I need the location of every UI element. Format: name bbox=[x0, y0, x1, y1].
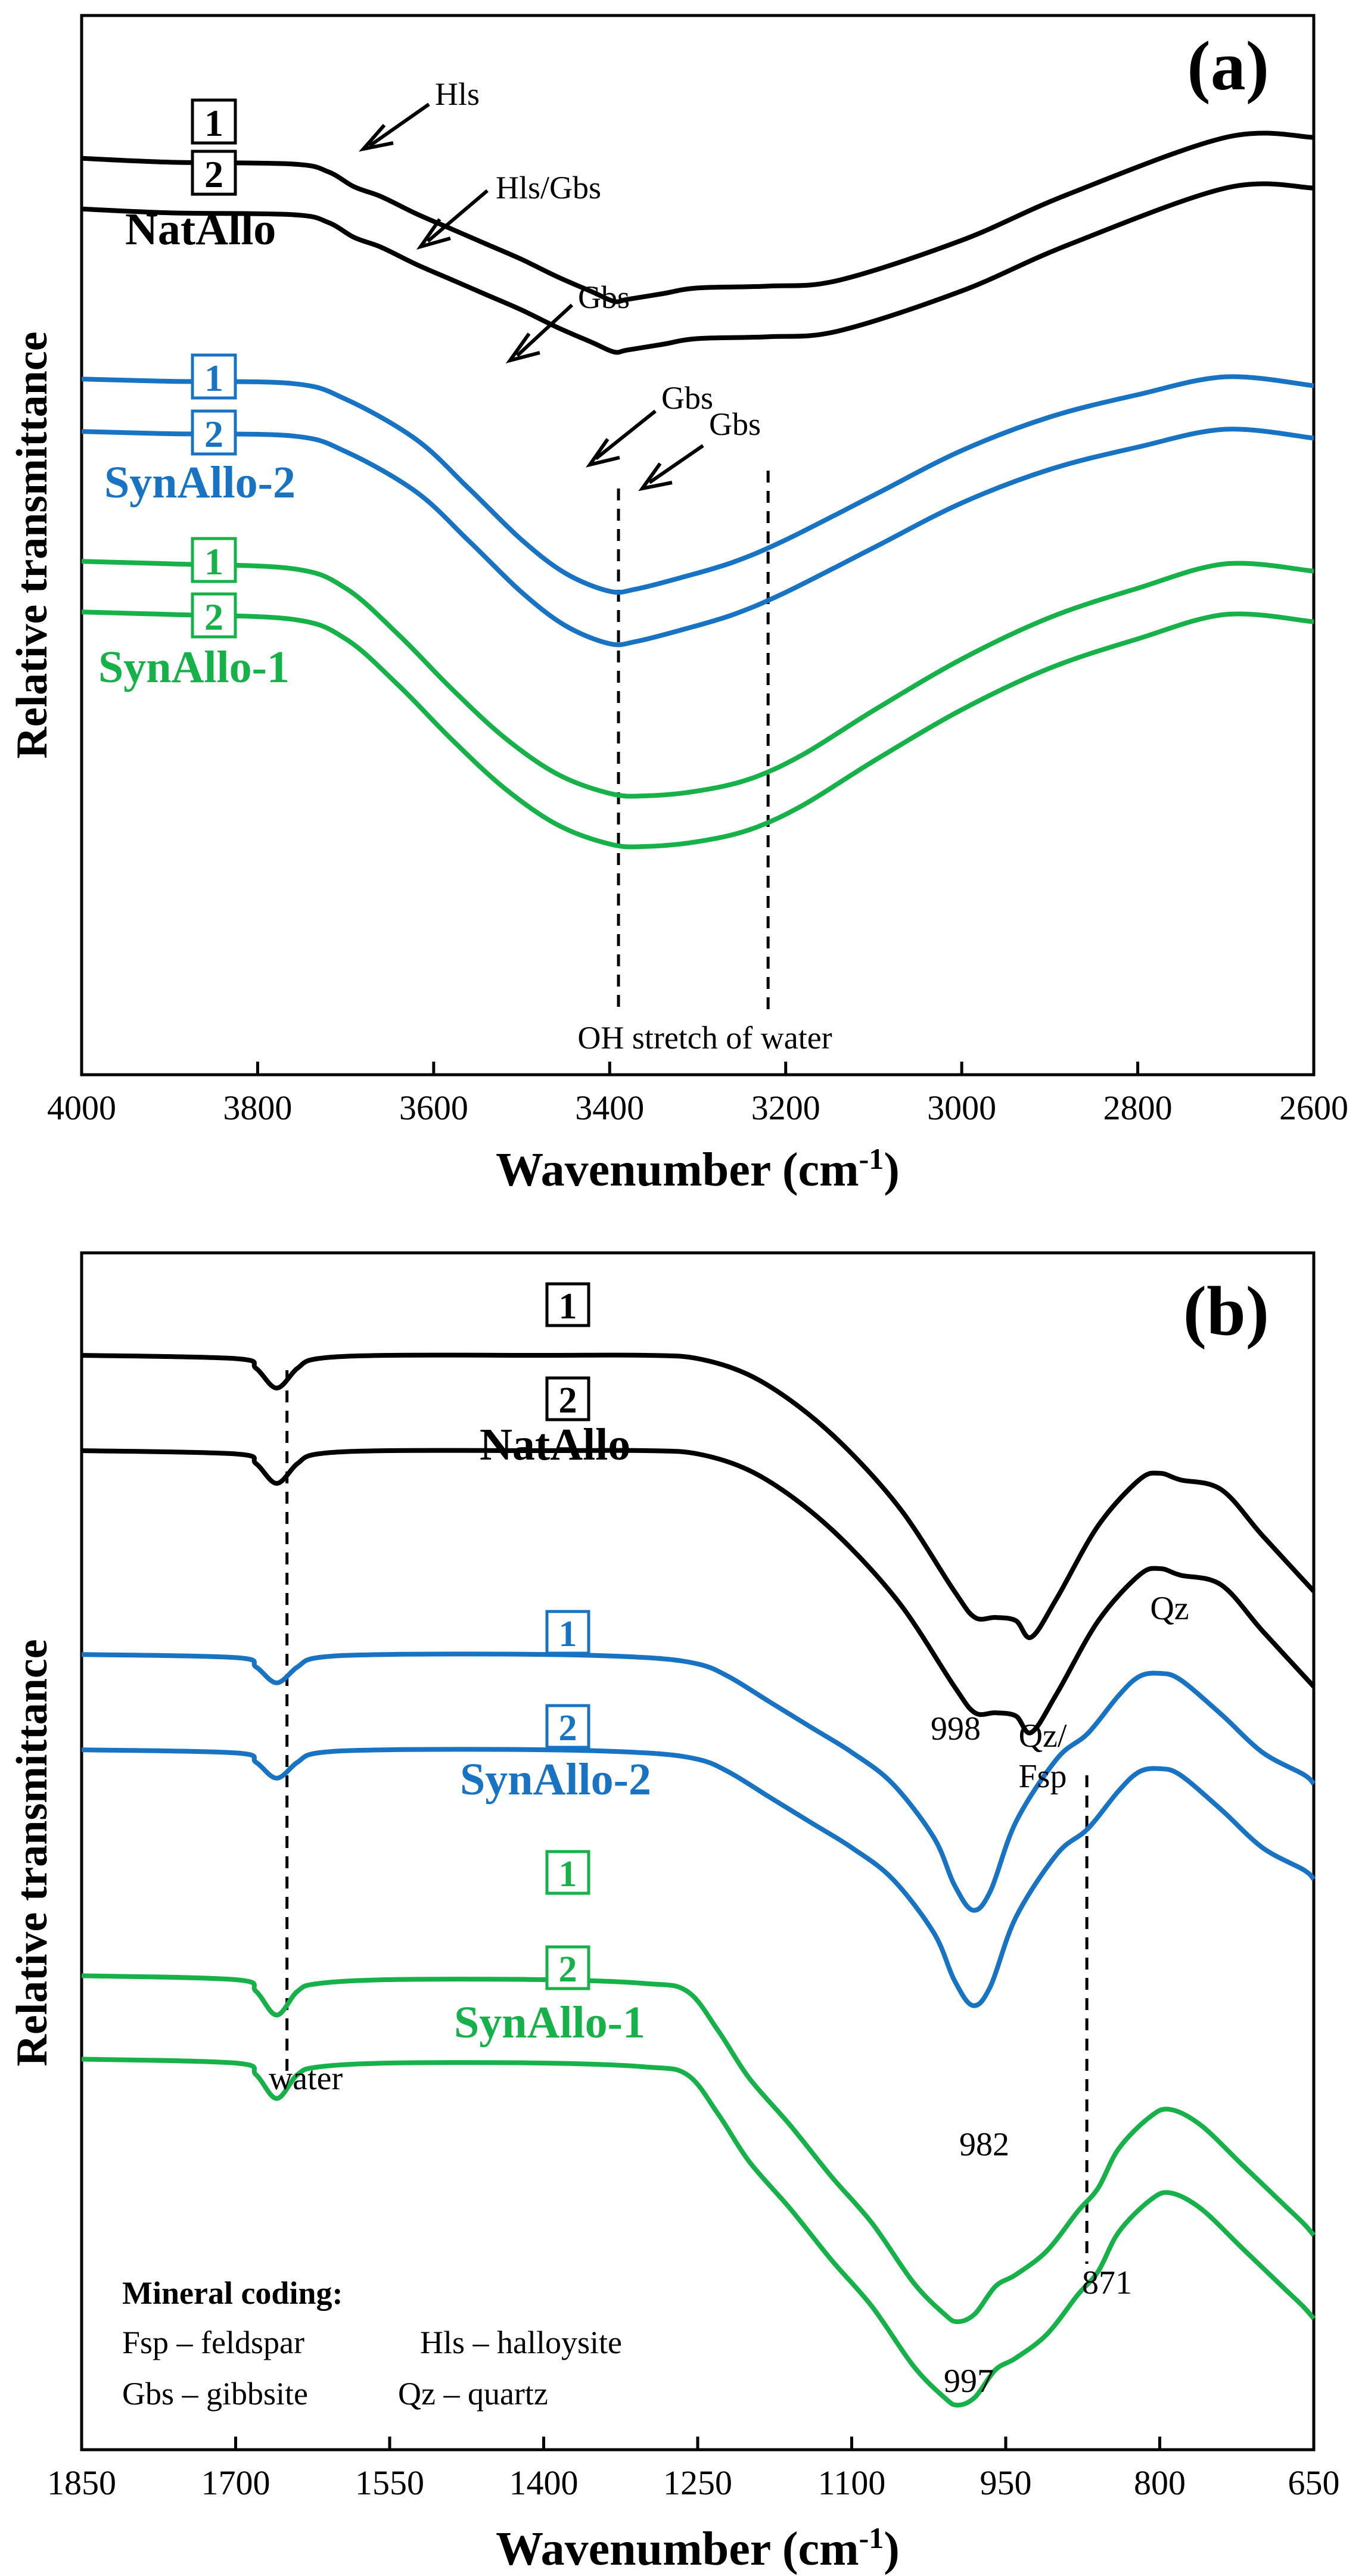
legend-title: Mineral coding: bbox=[122, 2275, 343, 2311]
panel-a-badge-synallo2-2: 2 bbox=[191, 409, 237, 456]
badge-natallo-2: 2 bbox=[204, 153, 223, 195]
annot-oh-stretch: OH stretch of water bbox=[577, 1020, 832, 1056]
badge-b-synallo2-2: 2 bbox=[559, 1708, 577, 1749]
legend-fsp: Fsp – feldspar bbox=[122, 2325, 304, 2360]
panel-a-label: (a) bbox=[1187, 27, 1269, 105]
annot-gbs-1: Gbs bbox=[578, 279, 630, 315]
series-line-synallo-1-2 bbox=[81, 609, 1314, 850]
x-tick-label: 1250 bbox=[663, 2463, 732, 2502]
x-tick-label: 1850 bbox=[47, 2463, 116, 2502]
annot-998: 998 bbox=[931, 1710, 981, 1747]
badge-b-synallo2-1: 1 bbox=[559, 1614, 577, 1654]
panel-a-badge-synallo1-1: 1 bbox=[191, 537, 237, 583]
series-line-natallo-1 bbox=[81, 1352, 1316, 1640]
annot-qz-fsp-2: Fsp bbox=[1019, 1758, 1067, 1795]
annot-water: water bbox=[269, 2060, 343, 2097]
badge-synallo2-2: 2 bbox=[204, 413, 223, 455]
panel-a-badge-natallo-1: 1 bbox=[191, 98, 237, 145]
panel-a-annotations bbox=[358, 102, 704, 491]
x-tick-label: 3400 bbox=[575, 1088, 644, 1127]
badge-synallo1-2: 2 bbox=[204, 596, 223, 638]
badge-synallo1-1: 1 bbox=[204, 540, 223, 583]
panel-b-x-ticks: 1850 1700 1550 1400 1250 1100 950 800 650 bbox=[47, 2437, 1340, 2502]
series-line-natallo-2 bbox=[81, 181, 1314, 355]
badge-b-natallo-1: 1 bbox=[559, 1286, 577, 1327]
panel-b-label-synallo1: SynAllo-1 bbox=[454, 1998, 645, 2048]
badge-natallo-1: 1 bbox=[204, 102, 223, 144]
panel-b-x-axis-title: Wavenumber (cm-1) bbox=[496, 2521, 900, 2575]
annot-hls-gbs: Hls/Gbs bbox=[496, 170, 601, 206]
x-tick-label: 2800 bbox=[1103, 1088, 1173, 1127]
panel-b-badge-synallo2-2: 2 bbox=[545, 1704, 590, 1749]
panel-b: 1850 1700 1550 1400 1250 1100 950 800 650 (b) 1 … bbox=[8, 1251, 1340, 2575]
badge-synallo2-1: 1 bbox=[204, 357, 223, 399]
annot-gbs-2: Gbs bbox=[661, 380, 713, 416]
panel-a-label-synallo2: SynAllo-2 bbox=[104, 458, 296, 508]
x-tick-label: 3200 bbox=[751, 1088, 820, 1127]
legend-hls: Hls – halloysite bbox=[420, 2325, 622, 2360]
panel-a-badge-synallo1-2: 2 bbox=[191, 592, 237, 639]
x-tick-label: 4000 bbox=[47, 1088, 116, 1127]
series-line-natallo-1 bbox=[81, 130, 1314, 304]
panel-b-label-natallo: NatAllo bbox=[480, 1420, 630, 1470]
series-line-synallo-1-1 bbox=[81, 1973, 1316, 2325]
badge-b-synallo1-1: 1 bbox=[559, 1854, 577, 1894]
annot-982: 982 bbox=[959, 2126, 1009, 2163]
panel-b-badge-natallo-1: 1 bbox=[545, 1282, 590, 1327]
mineral-legend: Mineral coding: Fsp – feldspar Hls – hal… bbox=[122, 2275, 622, 2412]
x-tick-label: 3000 bbox=[927, 1088, 996, 1127]
panel-a-label-synallo1: SynAllo-1 bbox=[98, 642, 290, 692]
annot-871: 871 bbox=[1082, 2264, 1132, 2301]
panel-b-series bbox=[81, 1352, 1316, 2408]
panel-a-x-axis-title: Wavenumber (cm-1) bbox=[496, 1142, 900, 1196]
panel-a-badge-natallo-2: 2 bbox=[191, 150, 237, 196]
badge-b-synallo1-2: 2 bbox=[559, 1949, 577, 1990]
x-tick-label: 1100 bbox=[818, 2463, 886, 2502]
annot-qz-fsp-1: Qz/ bbox=[1019, 1718, 1067, 1754]
badge-b-natallo-2: 2 bbox=[559, 1380, 577, 1421]
panel-b-badge-synallo1-1: 1 bbox=[545, 1850, 590, 1895]
annot-qz: Qz bbox=[1150, 1590, 1189, 1627]
x-tick-label: 1700 bbox=[201, 2463, 270, 2502]
x-tick-label: 650 bbox=[1288, 2463, 1340, 2502]
panel-a-y-axis-title: Relative transmittance bbox=[8, 331, 57, 758]
series-line-natallo-2 bbox=[81, 1448, 1316, 1735]
x-tick-label: 2600 bbox=[1279, 1088, 1348, 1127]
panel-b-reference-lines bbox=[285, 1370, 1089, 2264]
panel-a-reference-lines bbox=[617, 471, 770, 1013]
series-line-synallo-2-2 bbox=[81, 427, 1314, 648]
annot-gbs-3: Gbs bbox=[709, 406, 761, 442]
x-tick-label: 800 bbox=[1134, 2463, 1186, 2502]
panel-b-y-axis-title: Relative transmittance bbox=[8, 1639, 57, 2066]
panel-b-badge-natallo-2: 2 bbox=[545, 1376, 590, 1421]
x-tick-label: 950 bbox=[980, 2463, 1032, 2502]
panel-b-badge-synallo2-1: 1 bbox=[545, 1610, 590, 1655]
legend-qz: Qz – quartz bbox=[398, 2376, 548, 2412]
x-tick-label: 1400 bbox=[509, 2463, 579, 2502]
panel-a-plot-frame bbox=[80, 14, 1316, 1077]
series-line-synallo-1-2 bbox=[81, 2057, 1316, 2408]
series-line-synallo-2-2 bbox=[81, 1747, 1316, 2008]
annot-997: 997 bbox=[944, 2363, 994, 2400]
series-line-synallo-2-1 bbox=[81, 1651, 1316, 1913]
series-line-synallo-1-1 bbox=[81, 559, 1314, 799]
panel-a-series bbox=[81, 130, 1314, 850]
x-tick-label: 3800 bbox=[223, 1088, 292, 1127]
series-line-synallo-2-1 bbox=[81, 374, 1314, 595]
panel-a: 4000 3800 3600 3400 3200 3000 2800 2600 (a) 1 2… bbox=[8, 14, 1348, 1196]
panel-a-x-ticks: 4000 3800 3600 3400 3200 3000 2800 2600 bbox=[47, 1062, 1348, 1127]
panel-b-label: (b) bbox=[1183, 1272, 1269, 1350]
panel-b-label-synallo2: SynAllo-2 bbox=[460, 1754, 651, 1805]
panel-b-badge-synallo1-2: 2 bbox=[545, 1945, 590, 1990]
panel-a-badge-synallo2-1: 1 bbox=[191, 353, 237, 400]
legend-gbs: Gbs – gibbsite bbox=[122, 2376, 308, 2412]
panel-a-label-natallo: NatAllo bbox=[125, 204, 276, 254]
x-tick-label: 3600 bbox=[399, 1088, 468, 1127]
x-tick-label: 1550 bbox=[355, 2463, 424, 2502]
annot-hls: Hls bbox=[435, 76, 480, 112]
